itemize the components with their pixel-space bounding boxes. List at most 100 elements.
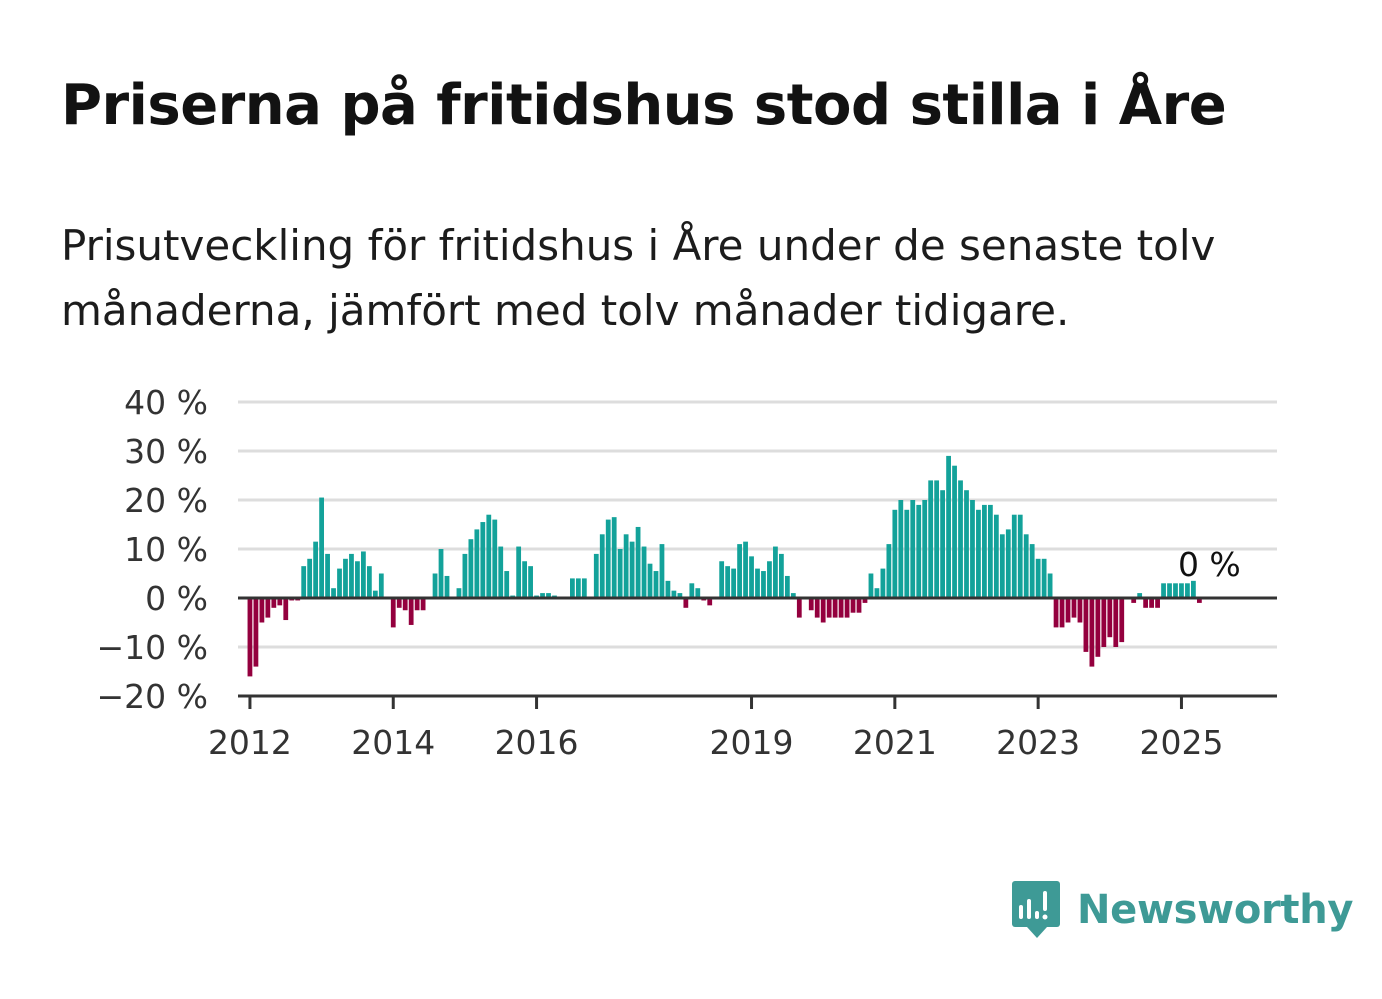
bar	[253, 598, 259, 667]
bar	[366, 566, 372, 598]
bar	[868, 573, 874, 598]
y-tick-label: 10 %	[124, 530, 208, 569]
bar	[468, 539, 474, 598]
bar	[331, 588, 336, 598]
bar	[629, 541, 635, 598]
brand-logo: Newsworthy	[1011, 880, 1354, 940]
bar	[313, 541, 319, 598]
bar	[743, 541, 748, 598]
bar	[1065, 598, 1071, 623]
bar	[665, 580, 671, 598]
bar	[1167, 583, 1172, 598]
bar	[796, 598, 802, 618]
bar	[408, 598, 414, 625]
bar	[934, 480, 940, 598]
bar	[1113, 598, 1119, 647]
bar-chart-logo-icon	[1012, 881, 1060, 938]
bar	[755, 568, 760, 598]
x-tick-label: 2014	[351, 723, 435, 762]
bar	[1119, 598, 1125, 643]
bar	[982, 504, 987, 598]
bar	[528, 566, 533, 598]
bar	[940, 490, 945, 598]
bar	[964, 490, 969, 598]
x-tick-label: 2019	[710, 723, 794, 762]
bar	[372, 590, 378, 598]
bar	[1173, 583, 1178, 598]
bar	[1041, 558, 1047, 598]
bar	[307, 558, 313, 598]
bar	[814, 598, 820, 618]
bar	[808, 598, 814, 611]
bar	[456, 588, 462, 598]
bar	[993, 514, 999, 598]
bar	[575, 578, 581, 598]
bar	[904, 509, 910, 598]
bar	[683, 598, 689, 608]
bar	[779, 553, 784, 598]
bar	[749, 556, 754, 598]
y-tick-label: 30 %	[124, 432, 208, 471]
bar	[420, 598, 426, 611]
bar	[546, 593, 551, 598]
bar	[773, 546, 778, 598]
bar	[761, 571, 766, 598]
bar	[838, 598, 844, 618]
bar	[283, 598, 289, 621]
bar	[1101, 598, 1107, 647]
bar	[635, 526, 641, 598]
bar	[414, 598, 420, 611]
bar	[1185, 583, 1190, 598]
bar	[928, 480, 934, 598]
bar	[1107, 598, 1113, 638]
end-value-label: 0 %	[1178, 545, 1241, 584]
bar	[480, 522, 486, 598]
bar	[486, 514, 492, 598]
bar	[1059, 598, 1065, 628]
bar	[976, 509, 981, 598]
brand-name: Newsworthy	[1077, 887, 1354, 933]
bar	[707, 598, 713, 606]
bar	[922, 500, 928, 598]
bar	[1161, 583, 1166, 598]
bar	[970, 500, 975, 598]
y-tick-label: 0 %	[145, 579, 208, 618]
bar	[623, 534, 629, 598]
bar	[402, 598, 408, 611]
bar	[844, 598, 850, 618]
y-tick-label: 20 %	[124, 481, 208, 520]
bar	[337, 568, 342, 598]
bar	[1191, 580, 1196, 598]
bar	[1011, 514, 1017, 598]
bar	[1196, 598, 1202, 603]
bar	[987, 504, 993, 598]
bar	[862, 598, 868, 603]
chart-subtitle: Prisutveckling för fritidshus i Åre unde…	[61, 221, 1216, 335]
bar	[1053, 598, 1059, 628]
bar	[850, 598, 856, 613]
bar	[259, 598, 265, 623]
bar	[725, 566, 731, 598]
bar	[856, 598, 862, 613]
bar	[1077, 598, 1083, 623]
bar	[898, 500, 904, 598]
bar	[719, 561, 725, 598]
bar	[653, 571, 659, 598]
bar	[271, 598, 277, 608]
bar	[1083, 598, 1089, 652]
bar	[1149, 598, 1154, 608]
bar	[784, 575, 790, 598]
x-tick-label: 2016	[495, 723, 579, 762]
x-tick-label: 2025	[1139, 723, 1223, 762]
bar	[826, 598, 832, 618]
bar	[767, 561, 772, 598]
bar	[659, 544, 665, 598]
bar	[737, 544, 742, 598]
bar	[593, 553, 599, 598]
bar	[1017, 514, 1023, 598]
bar	[1143, 598, 1149, 608]
bar	[498, 546, 504, 598]
bar	[390, 598, 396, 628]
axes	[238, 596, 1277, 709]
